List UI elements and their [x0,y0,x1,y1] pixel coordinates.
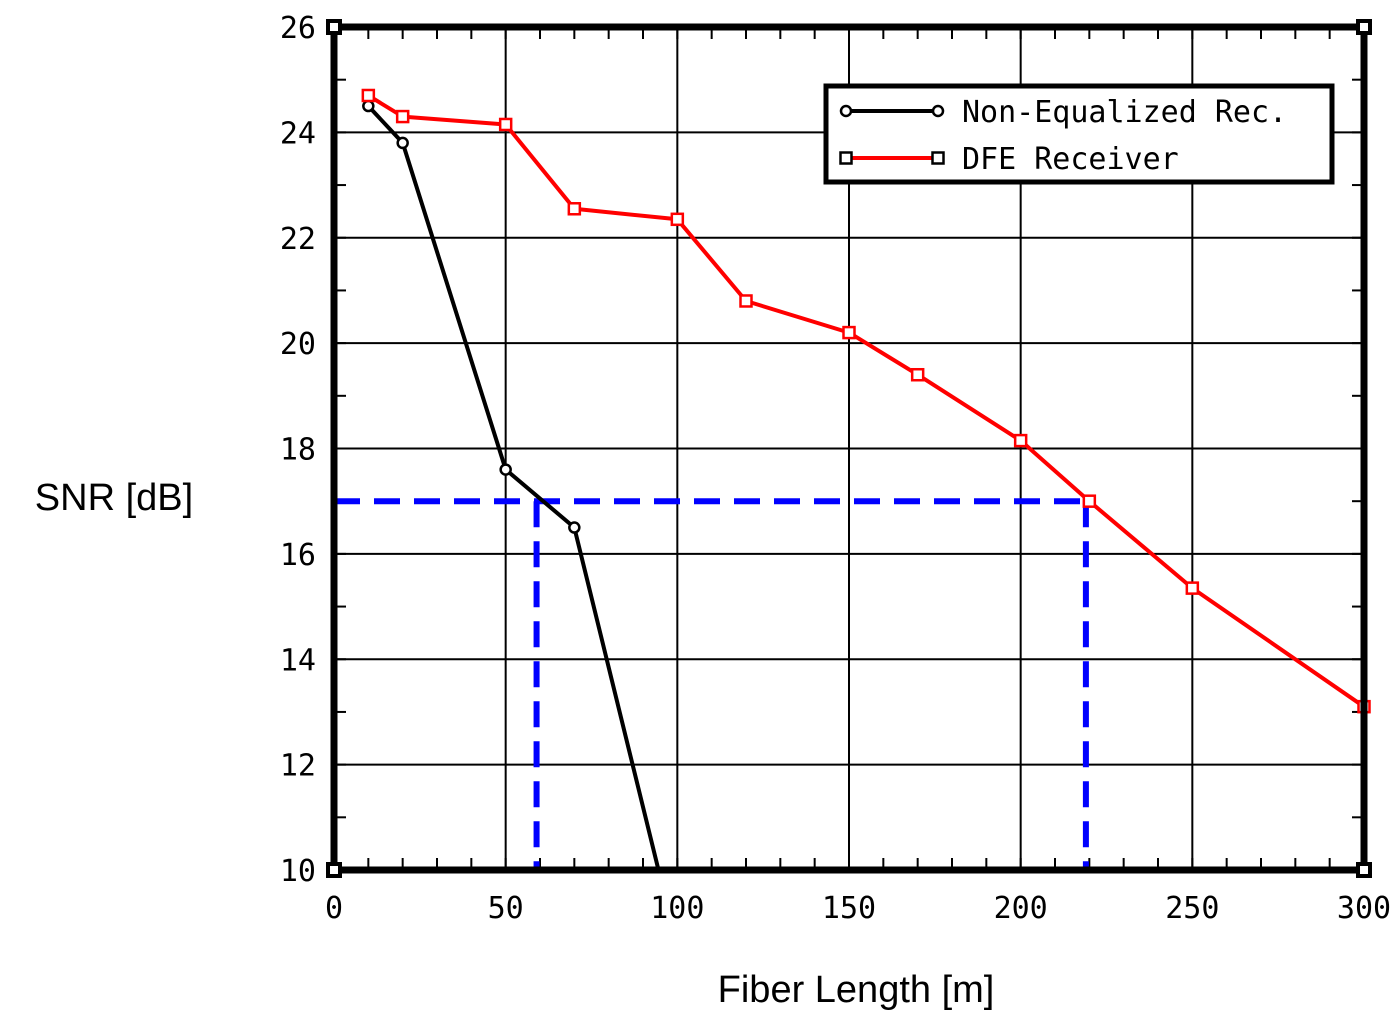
series-line-0 [366,104,661,871]
frame-corner-3 [1356,862,1372,878]
data-point-1-8 [1013,433,1028,448]
frame-corner-2 [326,862,342,878]
y-tick-label: 26 [280,11,316,46]
data-point-1-5 [739,294,753,308]
legend-box [823,83,1335,185]
y-tick-label: 12 [280,749,316,784]
data-point-1-1 [395,109,410,124]
y-tick-label: 14 [280,643,316,678]
data-point-1-7 [910,367,925,382]
data-point-1-0 [361,88,376,103]
data-point-1-9 [1082,494,1097,508]
data-point-1-6 [842,325,856,340]
y-axis-title: SNR [dB] [35,477,193,519]
legend: Non-Equalized Rec. DFE Receiver [823,83,1335,185]
x-tick-label: 150 [822,891,876,926]
series-0 [362,99,661,871]
x-tick-label: 50 [488,891,524,926]
legend-marker-start-0 [839,104,853,118]
data-point-0-2 [499,463,512,476]
legend-marker-end-1 [931,151,945,165]
legend-marker-start-1 [839,151,853,165]
x-tick-label: 300 [1337,891,1391,926]
y-tick-label: 22 [280,222,316,257]
data-point-0-3 [568,521,581,534]
data-point-1-4 [670,212,685,227]
data-point-1-10 [1185,581,1200,595]
data-point-1-3 [567,202,582,216]
data-point-0-0 [362,99,375,113]
frame-corners [326,19,1372,878]
y-tick-label: 20 [280,327,316,362]
y-tick-label: 16 [280,538,316,573]
series-line-1 [367,93,1366,709]
y-tick-label: 10 [280,854,316,889]
plot-frame [330,23,1368,874]
x-tick-label: 100 [650,891,704,926]
series [361,88,1371,871]
x-tick-label: 250 [1165,891,1219,926]
y-tick-label: 18 [280,433,316,468]
frame-corner-1 [1356,19,1372,35]
legend-label-0: Non-Equalized Rec. [962,95,1287,130]
legend-label-1: DFE Receiver [962,142,1179,177]
series-1 [361,88,1371,714]
x-axis-title: Fiber Length [m] [718,969,995,1011]
x-tick-labels: 0 50 100 150 200 250 300 [325,891,1391,926]
frame-corner-0 [326,19,342,35]
reference-lines [334,498,1089,870]
legend-items: Non-Equalized Rec. DFE Receiver [839,95,1287,177]
x-tick-label: 200 [994,891,1048,926]
data-point-0-1 [396,136,409,150]
data-point-1-2 [498,117,513,132]
y-tick-labels: 10 12 14 16 18 20 22 24 26 [280,11,316,889]
legend-marker-end-0 [931,104,945,118]
x-tick-label: 0 [325,891,343,926]
y-tick-label: 24 [280,116,316,151]
